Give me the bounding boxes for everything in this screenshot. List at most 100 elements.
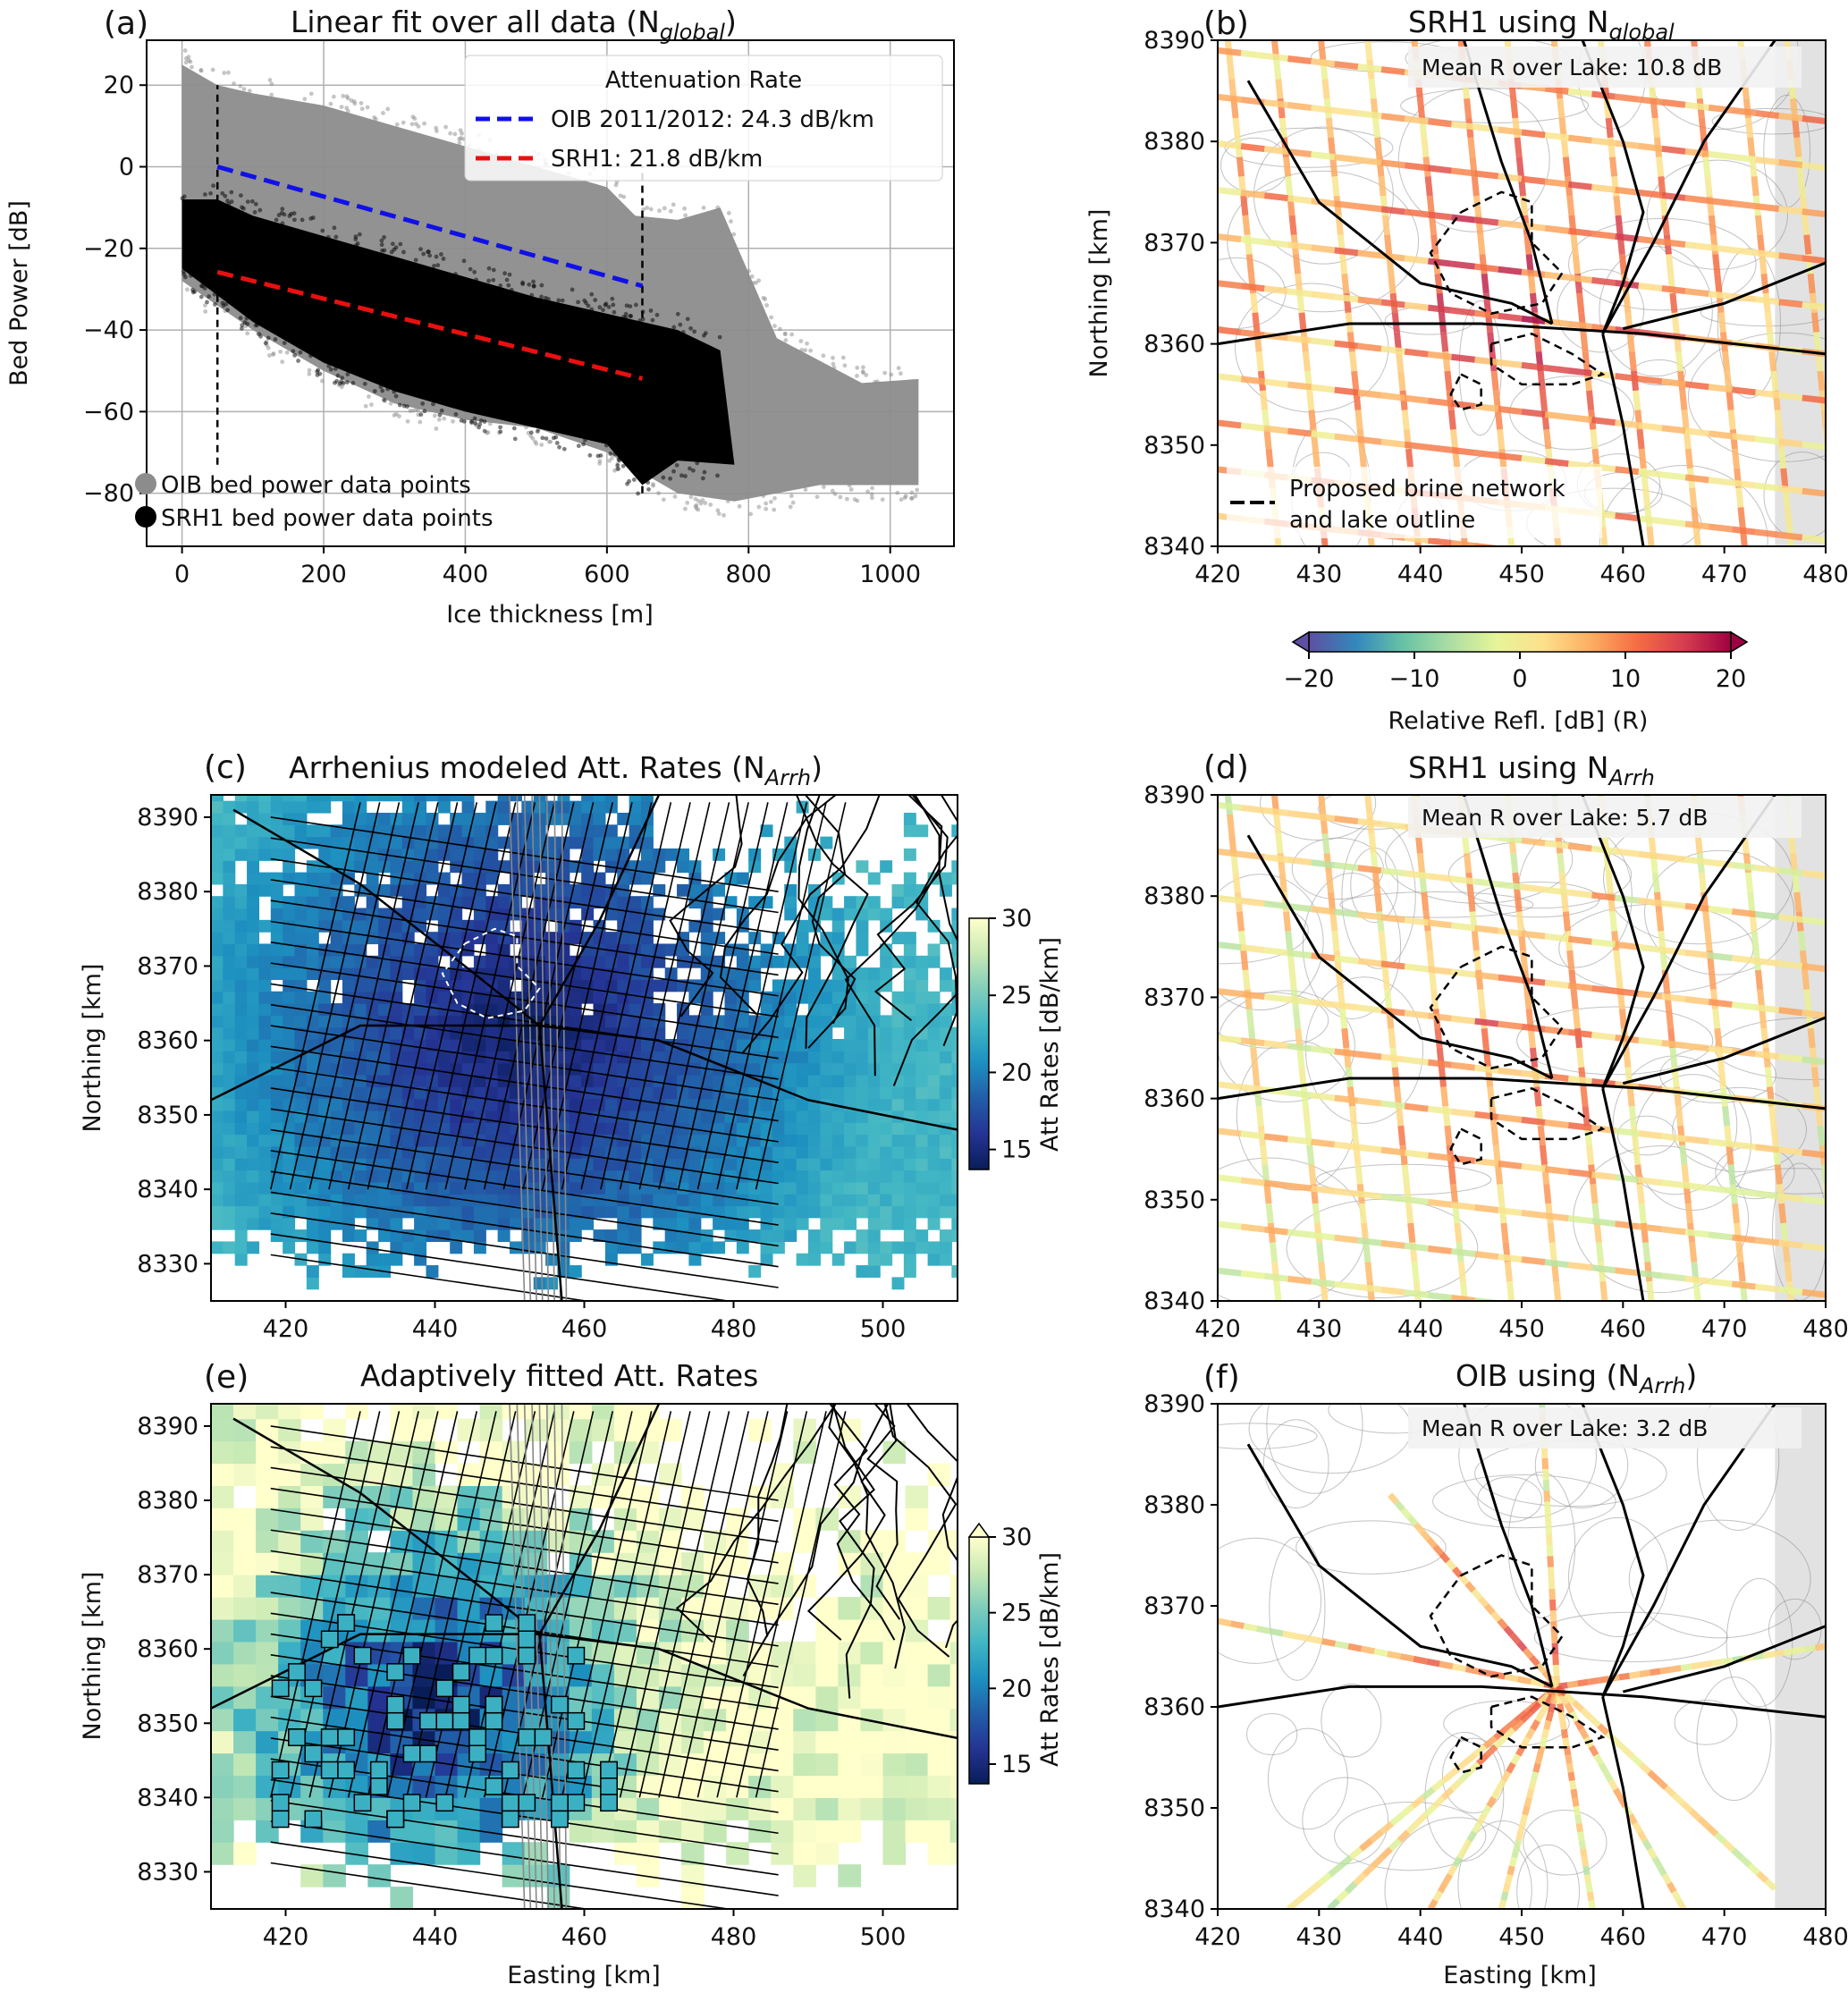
attenuation-cell <box>318 1074 332 1087</box>
panel-b-label: (b) <box>1203 5 1249 42</box>
scatter-point <box>701 333 706 338</box>
attenuation-cell <box>856 1134 869 1147</box>
reflectivity-track <box>1731 200 1756 210</box>
reflectivity-track <box>1802 1242 1826 1252</box>
attenuation-cell <box>831 1110 845 1123</box>
attenuation-cell <box>437 896 451 909</box>
scatter-point <box>367 394 371 399</box>
fitted-cell <box>402 1646 421 1665</box>
scatter-point <box>491 277 496 283</box>
attenuation-cell <box>891 1158 905 1171</box>
attenuation-cell <box>856 967 869 981</box>
reflectivity-track <box>1802 870 1826 880</box>
attenuation-cell <box>903 883 916 897</box>
attenuation-cell <box>867 1158 881 1171</box>
attenuation-cell <box>330 919 343 933</box>
attenuation-cell <box>581 1026 595 1040</box>
attenuation-cell <box>323 1440 346 1465</box>
reflectivity-track <box>1427 1059 1452 1068</box>
reflectivity-track <box>1497 1184 1506 1204</box>
attenuation-cell <box>330 1145 343 1159</box>
attenuation-cell <box>256 1463 279 1486</box>
attenuation-cell <box>247 1205 260 1219</box>
attenuation-cell <box>234 1122 248 1136</box>
scatter-point <box>459 136 463 140</box>
attenuation-cell <box>300 1597 324 1620</box>
attenuation-cell <box>233 1752 257 1777</box>
attenuation-cell <box>211 1003 224 1016</box>
attenuation-cell <box>604 848 618 861</box>
reflectivity-track <box>1544 1259 1569 1269</box>
reflectivity-track <box>1797 176 1806 197</box>
attenuation-cell <box>283 991 296 1004</box>
reflectivity-track <box>1793 891 1802 912</box>
reflectivity-track <box>1232 872 1241 893</box>
tick-label-y: 8380 <box>137 1487 198 1515</box>
attenuation-cell <box>949 1708 958 1732</box>
attenuation-cell <box>772 979 785 992</box>
reflectivity-track <box>1404 963 1429 973</box>
survey-line <box>270 1087 779 1163</box>
attenuation-cell <box>713 1145 726 1159</box>
attenuation-cell <box>270 795 283 802</box>
reflectivity-track <box>1380 66 1405 76</box>
reflectivity-track <box>1544 178 1569 188</box>
attenuation-cell <box>390 967 403 981</box>
attenuation-cell <box>784 1158 797 1171</box>
tick-label-x: 600 <box>584 561 630 588</box>
panel-c: (c) Arrhenius modeled Att. Rates (NArrh)… <box>79 749 1064 1343</box>
scatter-point <box>688 494 694 500</box>
attenuation-cell <box>283 943 296 957</box>
attenuation-cell <box>760 1086 773 1100</box>
attenuation-cell <box>772 1158 785 1171</box>
attenuation-cell <box>793 1820 816 1843</box>
reflectivity-track <box>1357 1004 1382 1014</box>
attenuation-cell <box>258 883 272 897</box>
attenuation-cell <box>617 1229 630 1243</box>
attenuation-cell <box>211 1685 234 1710</box>
reflectivity-track <box>1708 1138 1733 1148</box>
reflectivity-track <box>1494 1164 1504 1185</box>
scatter-point <box>598 453 603 458</box>
attenuation-cell <box>211 1241 224 1254</box>
attenuation-cell <box>891 883 905 897</box>
reflectivity-track <box>1717 1067 1726 1087</box>
attenuation-cell <box>473 824 486 838</box>
attenuation-cell <box>784 1145 797 1159</box>
reflectivity-track <box>1287 241 1312 251</box>
attenuation-cell <box>939 1158 952 1171</box>
scatter-point <box>382 397 386 402</box>
attenuation-cell <box>378 1062 391 1076</box>
attenuation-cell <box>844 1194 857 1207</box>
attenuation-cell <box>860 1775 884 1798</box>
scatter-point <box>589 291 595 297</box>
scatter-point <box>357 232 362 237</box>
attenuation-cell <box>867 1194 881 1207</box>
attenuation-cell <box>838 1597 862 1620</box>
reflectivity-track <box>1708 1045 1733 1055</box>
reflectivity-track <box>1498 219 1523 229</box>
attenuation-cell <box>880 908 893 921</box>
attenuation-cell <box>258 1039 272 1051</box>
attenuation-cell <box>450 860 463 874</box>
reflectivity-track <box>1329 156 1338 177</box>
scatter-point <box>570 287 575 292</box>
attenuation-cell <box>283 1110 296 1123</box>
fitted-cell <box>271 1794 290 1812</box>
coastline <box>669 795 743 1018</box>
attenuation-cell <box>426 812 439 825</box>
attenuation-cell <box>437 1145 451 1159</box>
attenuation-cell <box>604 1015 618 1028</box>
attenuation-cell <box>640 1194 654 1207</box>
scatter-point <box>369 402 374 407</box>
attenuation-cell <box>677 1134 689 1147</box>
attenuation-cell <box>533 1086 546 1100</box>
reflectivity-track <box>1396 350 1405 372</box>
reflectivity-track <box>1608 156 1618 177</box>
attenuation-cell <box>581 1194 595 1207</box>
reflectivity-track <box>1615 215 1624 236</box>
attenuation-cell <box>247 1158 260 1171</box>
reflectivity-track <box>1464 97 1472 119</box>
coastline <box>873 795 949 1021</box>
attenuation-cell <box>659 1463 682 1486</box>
